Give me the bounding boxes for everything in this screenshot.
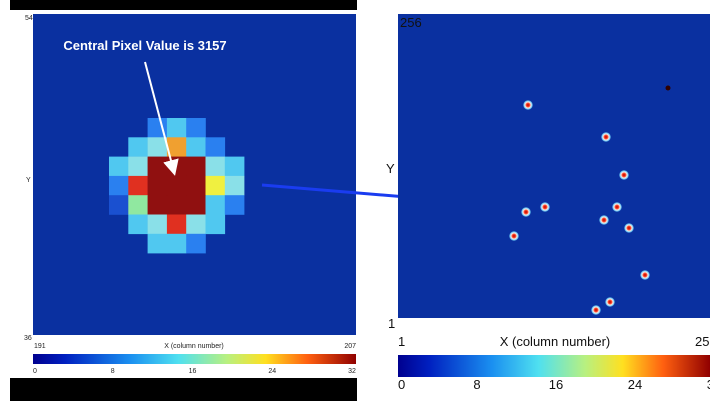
pixel [167,176,187,196]
pixel [225,195,245,215]
pixel [148,215,168,235]
pixel [206,157,226,177]
pixel [148,157,168,177]
pixel [186,137,206,157]
pixel [128,215,148,235]
star [540,202,550,212]
star [599,215,609,225]
y-label: Y [386,161,395,176]
pixel [186,234,206,254]
pixel [148,137,168,157]
pixel [128,137,148,157]
pixel [167,215,187,235]
right-image [398,14,710,318]
pixel-grid [109,118,244,253]
star [612,202,622,212]
pixel [225,176,245,196]
colorbar-label: 32 [348,368,356,375]
pixel [186,176,206,196]
pixel [225,157,245,177]
pixel [186,195,206,215]
pixel [206,176,226,196]
y-bottom: 1 [388,316,395,331]
star [619,170,629,180]
pixel [109,195,129,215]
star [591,305,601,315]
colorbar-label: 16 [189,368,197,375]
pixel [167,234,187,254]
y-bottom: 36 [24,335,32,342]
x-label: X (column number) [164,343,224,350]
x-left: 191 [34,343,46,350]
colorbar-label: 0 [398,377,405,392]
figure: Central Pixel Value is 3157 54 Y 36 191 … [0,0,710,401]
colorbar-label: 8 [111,368,115,375]
star [521,207,531,217]
y-top: 256 [400,15,422,30]
colorbar-label: 0 [33,368,37,375]
pixel [186,118,206,138]
pixel [206,195,226,215]
star [509,231,519,241]
pixel [128,176,148,196]
x-label: X (column number) [500,334,611,349]
pixel [128,195,148,215]
pixel [167,118,187,138]
colorbar [33,354,356,364]
colorbar-label: 24 [628,377,642,392]
star [666,86,671,91]
pixel [109,157,129,177]
x-left: 1 [398,334,405,349]
pixel [148,234,168,254]
pixel [148,176,168,196]
pixel [167,195,187,215]
annotation: Central Pixel Value is 3157 [63,38,226,53]
star [624,223,634,233]
x-right: 207 [344,343,356,350]
top-bar [10,0,357,10]
colorbar-label: 24 [268,368,276,375]
star [605,297,615,307]
colorbar-label: 16 [549,377,563,392]
star [640,270,650,280]
colorbar [398,355,710,377]
pixel [186,215,206,235]
pixel [186,157,206,177]
pixel [109,176,129,196]
pixel [206,137,226,157]
pixel [148,195,168,215]
star [601,132,611,142]
y-label: Y [26,177,31,184]
pixel [128,157,148,177]
x-right: 256 [695,334,710,349]
star [523,100,533,110]
pixel [206,215,226,235]
y-top: 54 [25,15,33,22]
bottom-bar [10,378,357,401]
colorbar-label: 8 [473,377,480,392]
